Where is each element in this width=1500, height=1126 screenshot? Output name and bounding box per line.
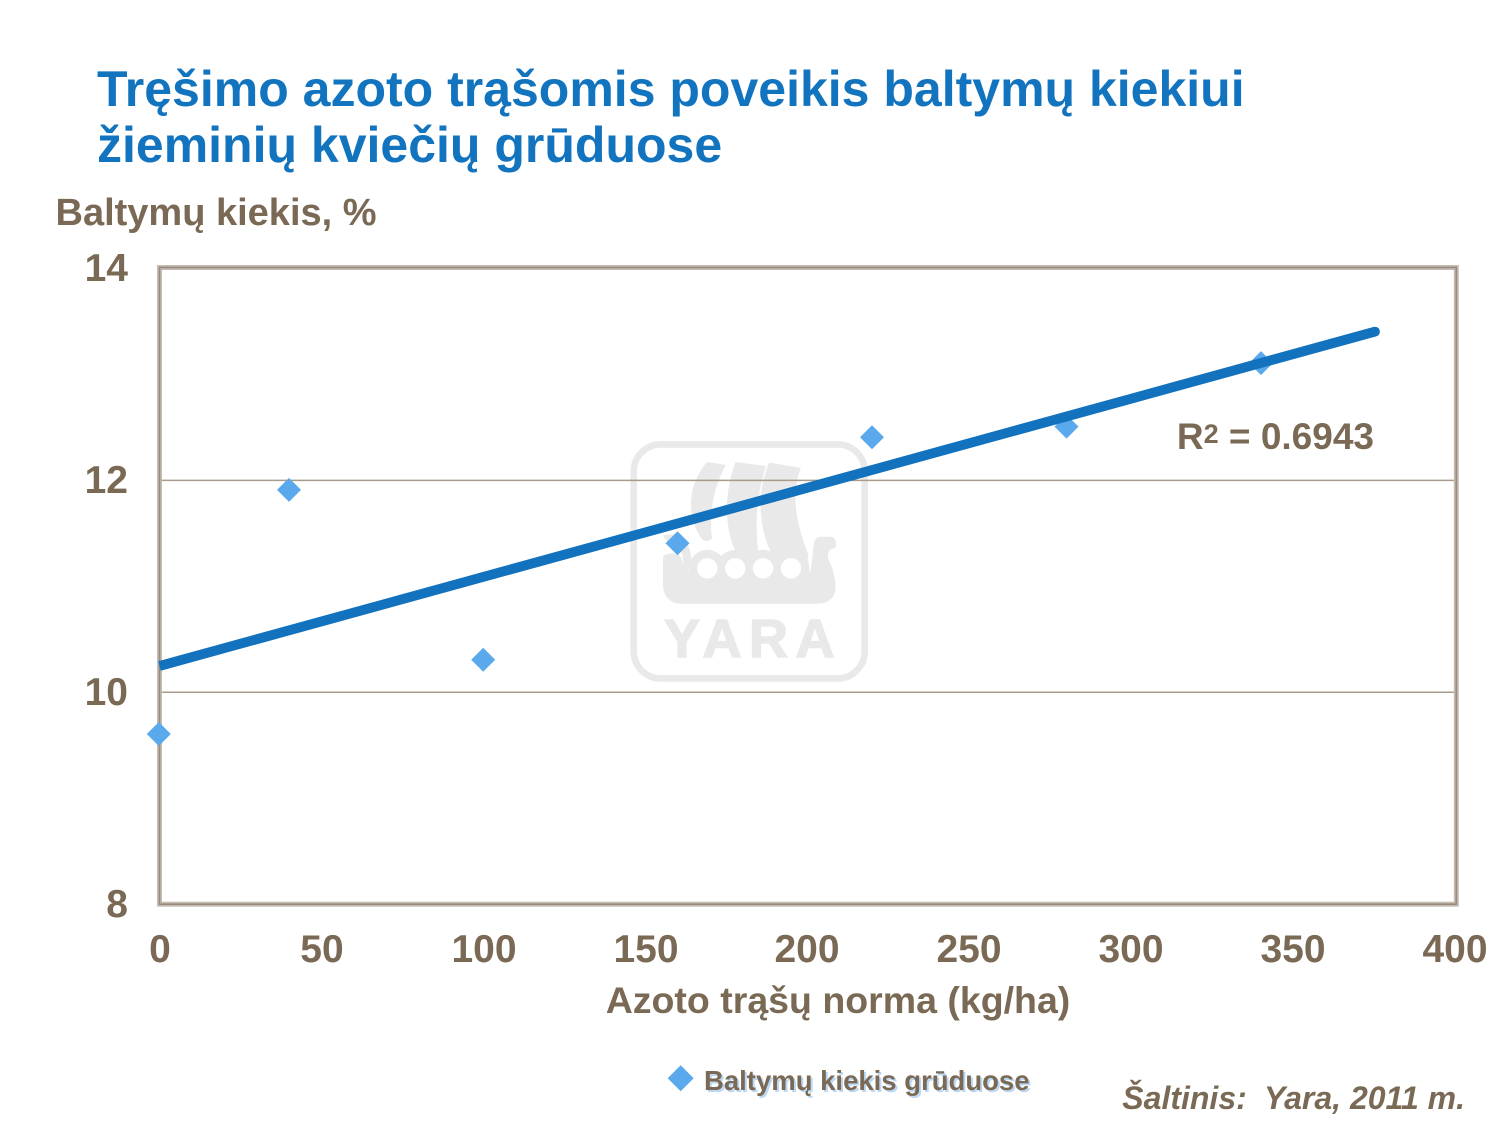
svg-text:YARA: YARA [664,609,842,669]
